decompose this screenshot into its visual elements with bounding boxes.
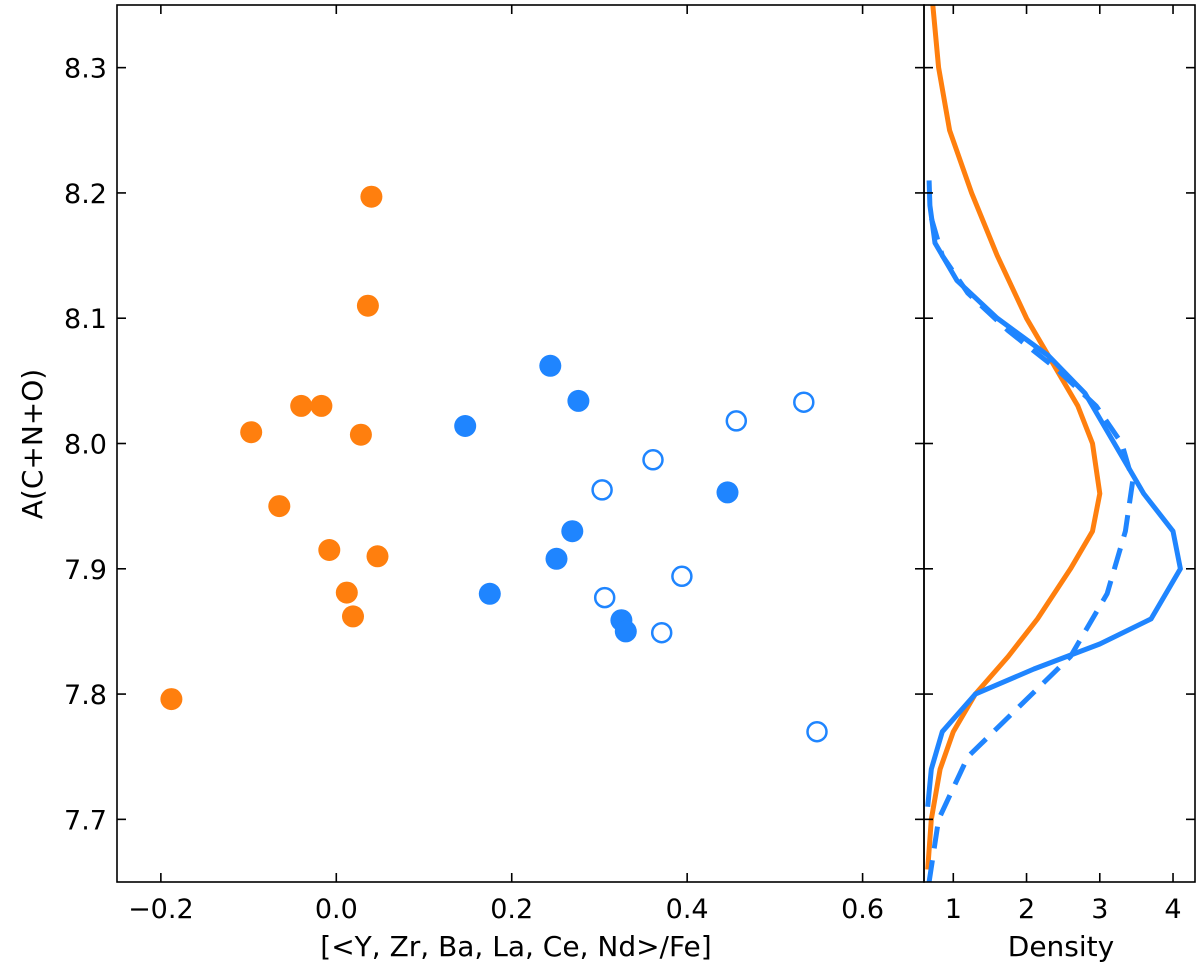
blue-filled-point-5 <box>545 547 568 570</box>
blue-filled-point-1 <box>567 389 590 412</box>
blue-filled-point-2 <box>454 415 477 437</box>
orange-filled-point-10 <box>342 605 364 628</box>
blue-filled-point-4 <box>561 520 584 543</box>
orange-filled-point-9 <box>335 581 358 604</box>
x-tick-label: 0.4 <box>666 894 709 925</box>
x-tick-label: 0.6 <box>841 894 884 925</box>
y-tick-label: 8.0 <box>64 430 107 461</box>
blue-open-point-3 <box>591 479 613 501</box>
x-tick-label: 0.2 <box>490 894 533 925</box>
y-tick-label: 8.3 <box>64 54 107 85</box>
orange-filled-point-7 <box>318 539 341 561</box>
blue-open-point-5 <box>593 586 616 609</box>
density-x-tick-label: 4 <box>1164 894 1181 925</box>
orange-filled-point-6 <box>268 495 291 518</box>
blue-open-point-4 <box>671 565 693 588</box>
blue-open-point-2 <box>642 449 664 471</box>
x-tick-label: −0.2 <box>128 894 194 925</box>
density-frame <box>923 4 1196 883</box>
y-axis-title: A(C+N+O) <box>16 369 49 519</box>
orange-filled-point-3 <box>310 394 333 417</box>
orange-density-line <box>925 4 1103 870</box>
orange-filled-point-11 <box>160 688 183 711</box>
x-axis-title: [<Y, Zr, Ba, La, Ce, Nd>/Fe] <box>320 930 711 963</box>
density-axis-title: Density <box>1008 930 1114 963</box>
orange-filled-point-2 <box>290 394 313 417</box>
blue-dashed-density-line <box>926 217 1136 883</box>
y-tick-label: 8.2 <box>64 179 107 210</box>
blue-open-point-7 <box>806 720 828 743</box>
orange-filled-point-5 <box>349 423 372 446</box>
x-tick-label: 0.0 <box>315 894 358 925</box>
blue-filled-point-6 <box>478 582 501 605</box>
density-x-tick-label: 2 <box>1018 894 1035 925</box>
y-tick-label: 7.7 <box>64 805 107 836</box>
blue-filled-point-3 <box>716 481 739 504</box>
density-x-tick-label: 1 <box>945 894 962 925</box>
blue-filled-point-8 <box>614 620 637 643</box>
orange-filled-point-0 <box>360 185 383 208</box>
blue-solid-density-line <box>925 180 1183 808</box>
orange-filled-point-1 <box>356 294 379 317</box>
orange-filled-point-4 <box>240 421 263 444</box>
density-panel: 1 2 3 4 <box>923 4 1196 925</box>
blue-open-point-1 <box>725 410 748 432</box>
y-tick-label: 7.8 <box>64 680 107 711</box>
y-tick-label: 7.9 <box>64 555 107 586</box>
blue-open-point-6 <box>650 621 673 644</box>
scatter-frame <box>116 4 925 883</box>
y-tick-label: 8.1 <box>64 304 107 335</box>
blue-filled-point-0 <box>539 354 562 377</box>
orange-filled-point-8 <box>366 545 389 568</box>
blue-open-point-0 <box>793 391 815 413</box>
scatter-panel: 7.7 7.8 7.9 8.0 8.1 8.2 8.3 −0.2 0.0 0.2 0.4 0.6 <box>64 4 925 925</box>
density-x-tick-label: 3 <box>1091 894 1108 925</box>
